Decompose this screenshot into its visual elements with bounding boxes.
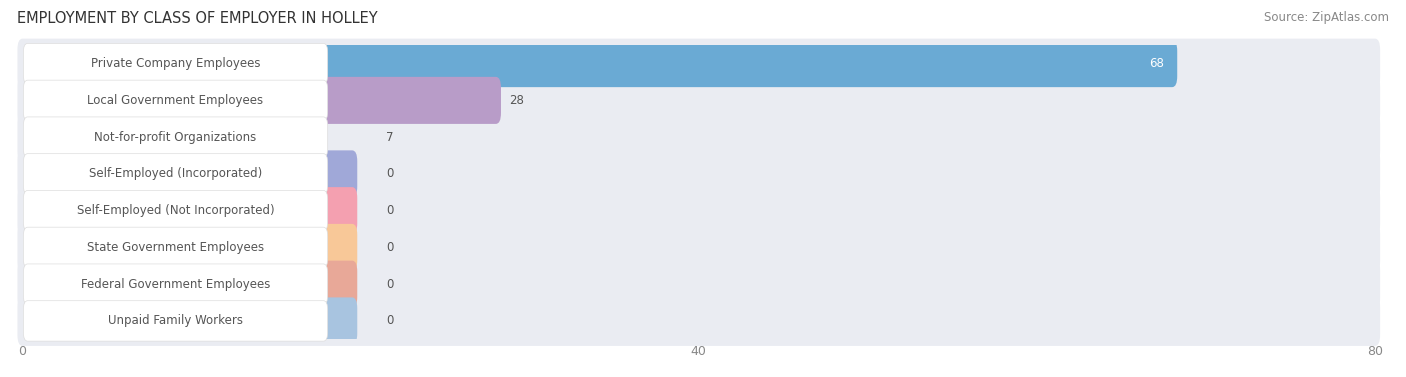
FancyBboxPatch shape <box>24 43 328 84</box>
Text: 0: 0 <box>387 204 394 217</box>
Text: 7: 7 <box>387 131 394 144</box>
Text: Private Company Employees: Private Company Employees <box>91 57 260 70</box>
FancyBboxPatch shape <box>288 187 357 234</box>
FancyBboxPatch shape <box>17 222 1381 273</box>
Text: Unpaid Family Workers: Unpaid Family Workers <box>108 314 243 327</box>
FancyBboxPatch shape <box>24 117 328 157</box>
FancyBboxPatch shape <box>24 227 328 268</box>
Text: 0: 0 <box>387 241 394 254</box>
FancyBboxPatch shape <box>24 190 328 231</box>
FancyBboxPatch shape <box>17 296 1381 346</box>
Text: 0: 0 <box>387 314 394 327</box>
FancyBboxPatch shape <box>24 80 328 121</box>
FancyBboxPatch shape <box>17 185 1381 236</box>
FancyBboxPatch shape <box>17 75 1381 126</box>
Text: 0: 0 <box>387 278 394 291</box>
FancyBboxPatch shape <box>17 259 1381 309</box>
Text: Local Government Employees: Local Government Employees <box>87 94 263 107</box>
Text: State Government Employees: State Government Employees <box>87 241 264 254</box>
FancyBboxPatch shape <box>17 149 1381 199</box>
FancyBboxPatch shape <box>24 154 328 194</box>
FancyBboxPatch shape <box>24 264 328 304</box>
Text: 68: 68 <box>1149 57 1164 70</box>
Text: Self-Employed (Incorporated): Self-Employed (Incorporated) <box>89 167 262 180</box>
FancyBboxPatch shape <box>24 301 328 341</box>
Text: Not-for-profit Organizations: Not-for-profit Organizations <box>94 131 257 144</box>
FancyBboxPatch shape <box>288 224 357 271</box>
FancyBboxPatch shape <box>288 297 357 345</box>
FancyBboxPatch shape <box>17 112 1381 162</box>
Text: Self-Employed (Not Incorporated): Self-Employed (Not Incorporated) <box>77 204 274 217</box>
Text: Source: ZipAtlas.com: Source: ZipAtlas.com <box>1264 11 1389 24</box>
FancyBboxPatch shape <box>17 38 1381 89</box>
FancyBboxPatch shape <box>288 77 501 124</box>
Text: 28: 28 <box>509 94 524 107</box>
Text: EMPLOYMENT BY CLASS OF EMPLOYER IN HOLLEY: EMPLOYMENT BY CLASS OF EMPLOYER IN HOLLE… <box>17 11 377 26</box>
FancyBboxPatch shape <box>288 40 1177 87</box>
Text: 0: 0 <box>387 167 394 180</box>
FancyBboxPatch shape <box>288 150 357 198</box>
Text: Federal Government Employees: Federal Government Employees <box>80 278 270 291</box>
FancyBboxPatch shape <box>288 261 357 308</box>
